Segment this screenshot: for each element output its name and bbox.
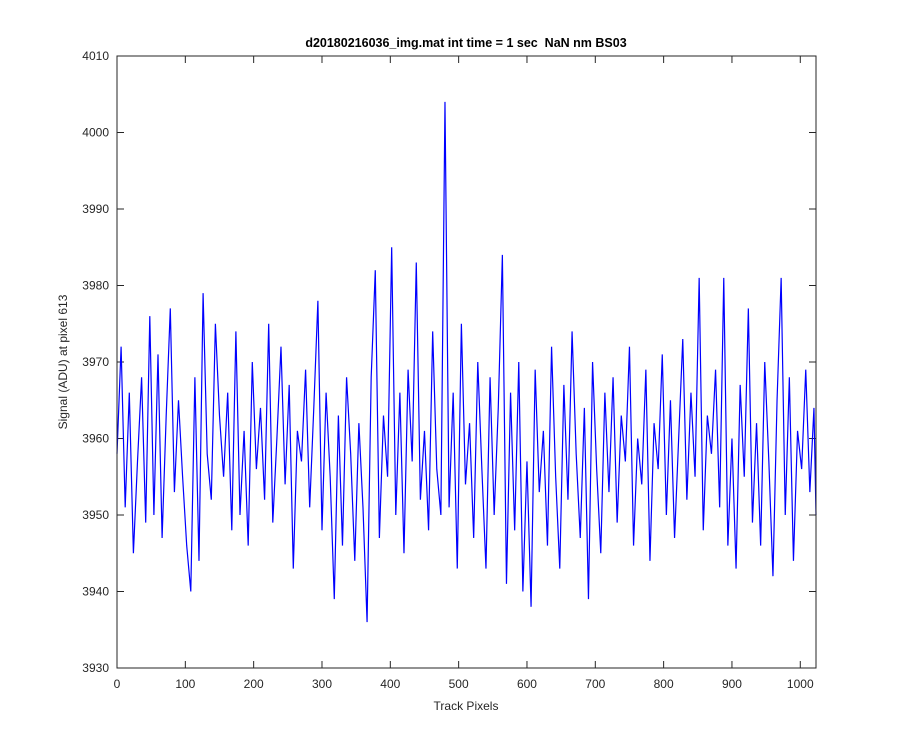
y-tick-label: 3940 — [82, 585, 109, 599]
y-tick-label: 4000 — [82, 126, 109, 140]
y-tick-label: 3960 — [82, 432, 109, 446]
y-tick-label: 4010 — [82, 49, 109, 63]
y-tick-label: 3990 — [82, 202, 109, 216]
x-tick-label: 700 — [585, 677, 605, 691]
x-axis-label: Track Pixels — [434, 699, 499, 713]
x-tick-label: 200 — [244, 677, 264, 691]
y-tick-label: 3980 — [82, 279, 109, 293]
x-tick-label: 500 — [449, 677, 469, 691]
x-tick-label: 300 — [312, 677, 332, 691]
x-tick-label: 900 — [722, 677, 742, 691]
y-tick-label: 3930 — [82, 661, 109, 675]
plot-frame — [116, 55, 817, 669]
x-tick-label: 100 — [175, 677, 195, 691]
x-tick-label: 0 — [114, 677, 121, 691]
chart-title: d20180216036_img.mat int time = 1 sec Na… — [305, 36, 626, 50]
x-tick-label: 800 — [654, 677, 674, 691]
y-tick-label: 3950 — [82, 508, 109, 522]
y-axis-label: Signal (ADU) at pixel 613 — [56, 294, 70, 429]
data-line — [116, 101, 817, 623]
x-tick-label: 1000 — [787, 677, 814, 691]
x-tick-label: 400 — [380, 677, 400, 691]
y-tick-label: 3970 — [82, 355, 109, 369]
x-tick-label: 600 — [517, 677, 537, 691]
